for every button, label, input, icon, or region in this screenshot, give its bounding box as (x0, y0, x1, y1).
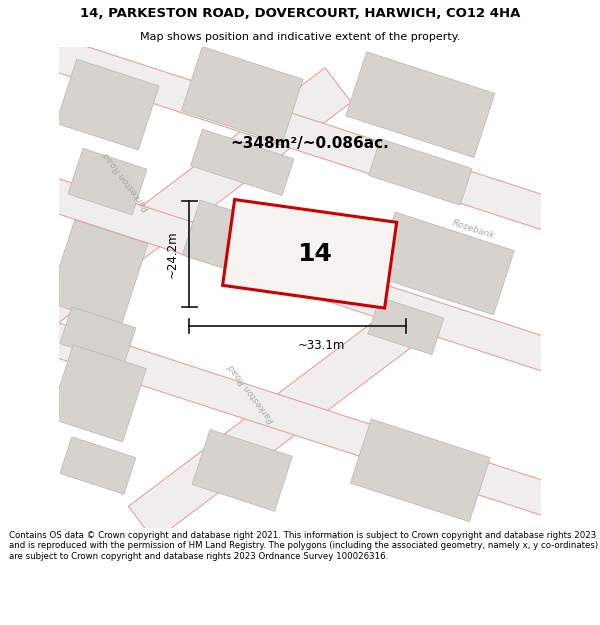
Polygon shape (346, 52, 495, 158)
Polygon shape (48, 220, 148, 326)
Text: Parkeston Road: Parkeston Road (227, 362, 277, 424)
Polygon shape (350, 419, 490, 522)
Polygon shape (181, 47, 303, 143)
Polygon shape (182, 200, 274, 279)
Polygon shape (68, 148, 147, 215)
Text: 14, PARKESTON ROAD, DOVERCOURT, HARWICH, CO12 4HA: 14, PARKESTON ROAD, DOVERCOURT, HARWICH,… (80, 7, 520, 19)
Text: Rosebank: Rosebank (451, 219, 496, 241)
Polygon shape (368, 298, 444, 355)
Polygon shape (0, 21, 600, 246)
Text: ~24.2m: ~24.2m (166, 230, 179, 278)
Polygon shape (191, 129, 294, 196)
Text: Parkeston Road: Parkeston Road (102, 151, 152, 213)
Polygon shape (60, 307, 136, 364)
Polygon shape (49, 345, 146, 442)
Polygon shape (192, 429, 292, 511)
Polygon shape (374, 212, 514, 315)
Text: ~33.1m: ~33.1m (298, 339, 346, 352)
Text: Map shows position and indicative extent of the property.: Map shows position and indicative extent… (140, 31, 460, 41)
Polygon shape (7, 309, 600, 535)
Polygon shape (56, 59, 159, 150)
Polygon shape (60, 437, 136, 494)
Polygon shape (0, 68, 351, 363)
Polygon shape (368, 139, 472, 205)
Text: ~348m²/~0.086ac.: ~348m²/~0.086ac. (230, 136, 389, 151)
Polygon shape (128, 304, 424, 541)
Polygon shape (223, 199, 397, 308)
Text: 14: 14 (297, 242, 332, 266)
Text: Contains OS data © Crown copyright and database right 2021. This information is : Contains OS data © Crown copyright and d… (9, 531, 598, 561)
Polygon shape (7, 165, 600, 391)
Text: Rosebank: Rosebank (263, 253, 308, 274)
